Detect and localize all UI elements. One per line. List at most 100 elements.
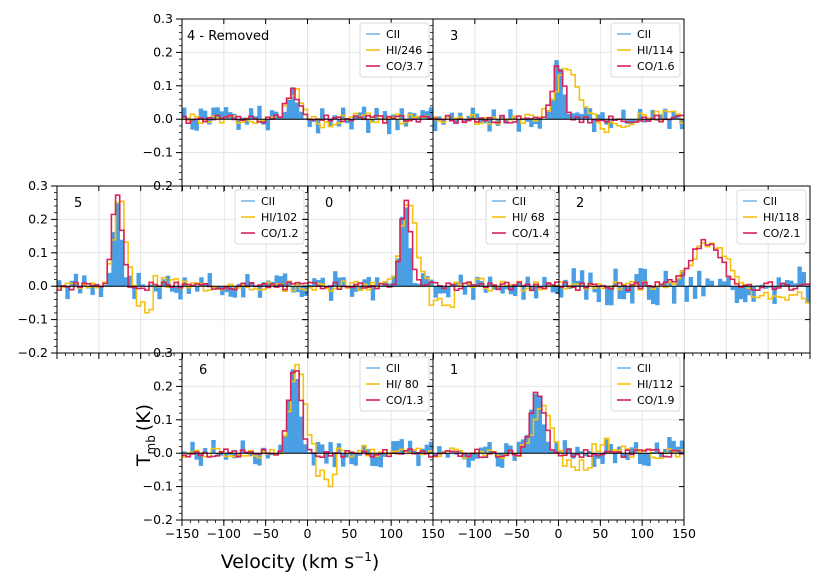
cii-bar — [529, 409, 534, 454]
legend-label: HI/118 — [763, 211, 799, 224]
cii-bar — [240, 440, 245, 454]
cii-bar — [609, 286, 614, 306]
cii-bar — [199, 277, 204, 287]
cii-bar — [416, 453, 421, 466]
panel-title: 1 — [450, 363, 458, 378]
y-tick-label: 0.0 — [28, 278, 48, 293]
cii-bar — [566, 114, 572, 120]
cii-bar — [320, 108, 325, 120]
cii-bar — [207, 273, 212, 287]
cii-bar — [579, 451, 584, 454]
legend-label: CO/1.3 — [386, 394, 424, 407]
y-tick-label: −0.2 — [18, 345, 48, 360]
cii-bar — [462, 286, 468, 295]
cii-bar — [111, 232, 116, 287]
cii-bar — [374, 453, 379, 467]
cii-bar — [633, 119, 639, 123]
cii-bar — [286, 99, 291, 120]
cii-bar — [123, 277, 129, 287]
cii-bar — [265, 453, 271, 459]
legend-label: CII — [637, 28, 651, 41]
cii-bar — [545, 441, 551, 454]
cii-bar — [178, 286, 183, 300]
cii-bar — [236, 119, 241, 130]
cii-bar — [533, 286, 539, 299]
cii-bar — [374, 277, 380, 287]
cii-bar — [65, 286, 70, 300]
cii-bar — [307, 119, 312, 128]
cii-bar — [232, 453, 237, 459]
cii-bar — [671, 440, 676, 454]
cii-bar — [437, 116, 442, 120]
cii-bar — [328, 442, 333, 454]
cii-bar — [399, 108, 404, 120]
y-tick-label: 0.1 — [153, 412, 173, 427]
cii-bar — [420, 110, 425, 120]
cii-bar — [521, 286, 526, 300]
cii-bar — [395, 119, 400, 131]
cii-bar — [361, 446, 367, 454]
cii-bar — [525, 119, 530, 122]
cii-bar — [579, 270, 585, 287]
cii-bar — [404, 207, 409, 287]
cii-bar — [654, 119, 660, 121]
cii-bar — [223, 107, 229, 120]
cii-bar — [658, 453, 664, 458]
cii-bar — [366, 119, 371, 133]
x-tick-label: 100 — [379, 526, 403, 541]
cii-bar — [299, 111, 304, 120]
cii-bar — [153, 286, 158, 292]
legend-box — [359, 356, 430, 412]
cii-bar — [403, 119, 409, 127]
legend-label: CO/2.1 — [763, 227, 801, 240]
cii-bar — [734, 286, 740, 303]
legend: CII HI/246 CO/3.7 — [359, 22, 430, 78]
cii-bar — [274, 275, 279, 287]
cii-bar — [182, 451, 187, 454]
cii-bar — [257, 286, 263, 298]
panel-3: 3 CII HI/114 CO/1.6 — [427, 18, 685, 192]
cii-bar — [600, 112, 605, 120]
cii-bar — [294, 378, 300, 454]
panel-0: 0 CII HI/ 68 CO/1.4 — [302, 185, 560, 359]
x-tick-label: 0 — [304, 526, 312, 541]
y-tick-label: 0.3 — [153, 11, 173, 26]
cii-bar — [537, 395, 542, 454]
ticks — [427, 352, 685, 526]
cii-bar — [194, 453, 199, 460]
cii-bar — [747, 286, 752, 296]
cii-bar — [541, 424, 547, 454]
cii-bar — [697, 270, 702, 287]
cii-bar — [198, 453, 204, 466]
y-tick-label: −0.1 — [143, 145, 173, 160]
cii-bar — [466, 453, 471, 468]
cii-bar — [608, 119, 614, 128]
cii-bar — [751, 286, 756, 302]
cii-bar — [370, 119, 375, 123]
cii-bar — [470, 453, 476, 461]
cii-bar — [554, 60, 559, 120]
cii-bar — [395, 258, 401, 287]
cii-bar — [307, 452, 312, 454]
cii-bar — [274, 453, 279, 455]
y-tick-label: 0.2 — [153, 378, 173, 393]
cii-bar — [458, 274, 463, 287]
cii-bar — [446, 286, 451, 298]
cii-bar — [542, 276, 547, 287]
cii-bar — [308, 284, 313, 287]
cii-bars — [559, 266, 810, 306]
cii-bar — [680, 270, 685, 287]
legend: CII HI/114 CO/1.6 — [610, 22, 681, 78]
cii-bar — [324, 118, 329, 120]
cii-bar — [793, 283, 798, 287]
cii-bar — [232, 286, 238, 298]
cii-bar — [240, 117, 245, 120]
cii-bar — [772, 286, 777, 304]
cii-bar — [600, 453, 605, 464]
cii-bar — [663, 108, 668, 120]
x-tick-label: −100 — [458, 526, 492, 541]
cii-bar — [219, 111, 225, 120]
cii-bar — [558, 68, 563, 120]
cii-bar — [73, 273, 79, 287]
